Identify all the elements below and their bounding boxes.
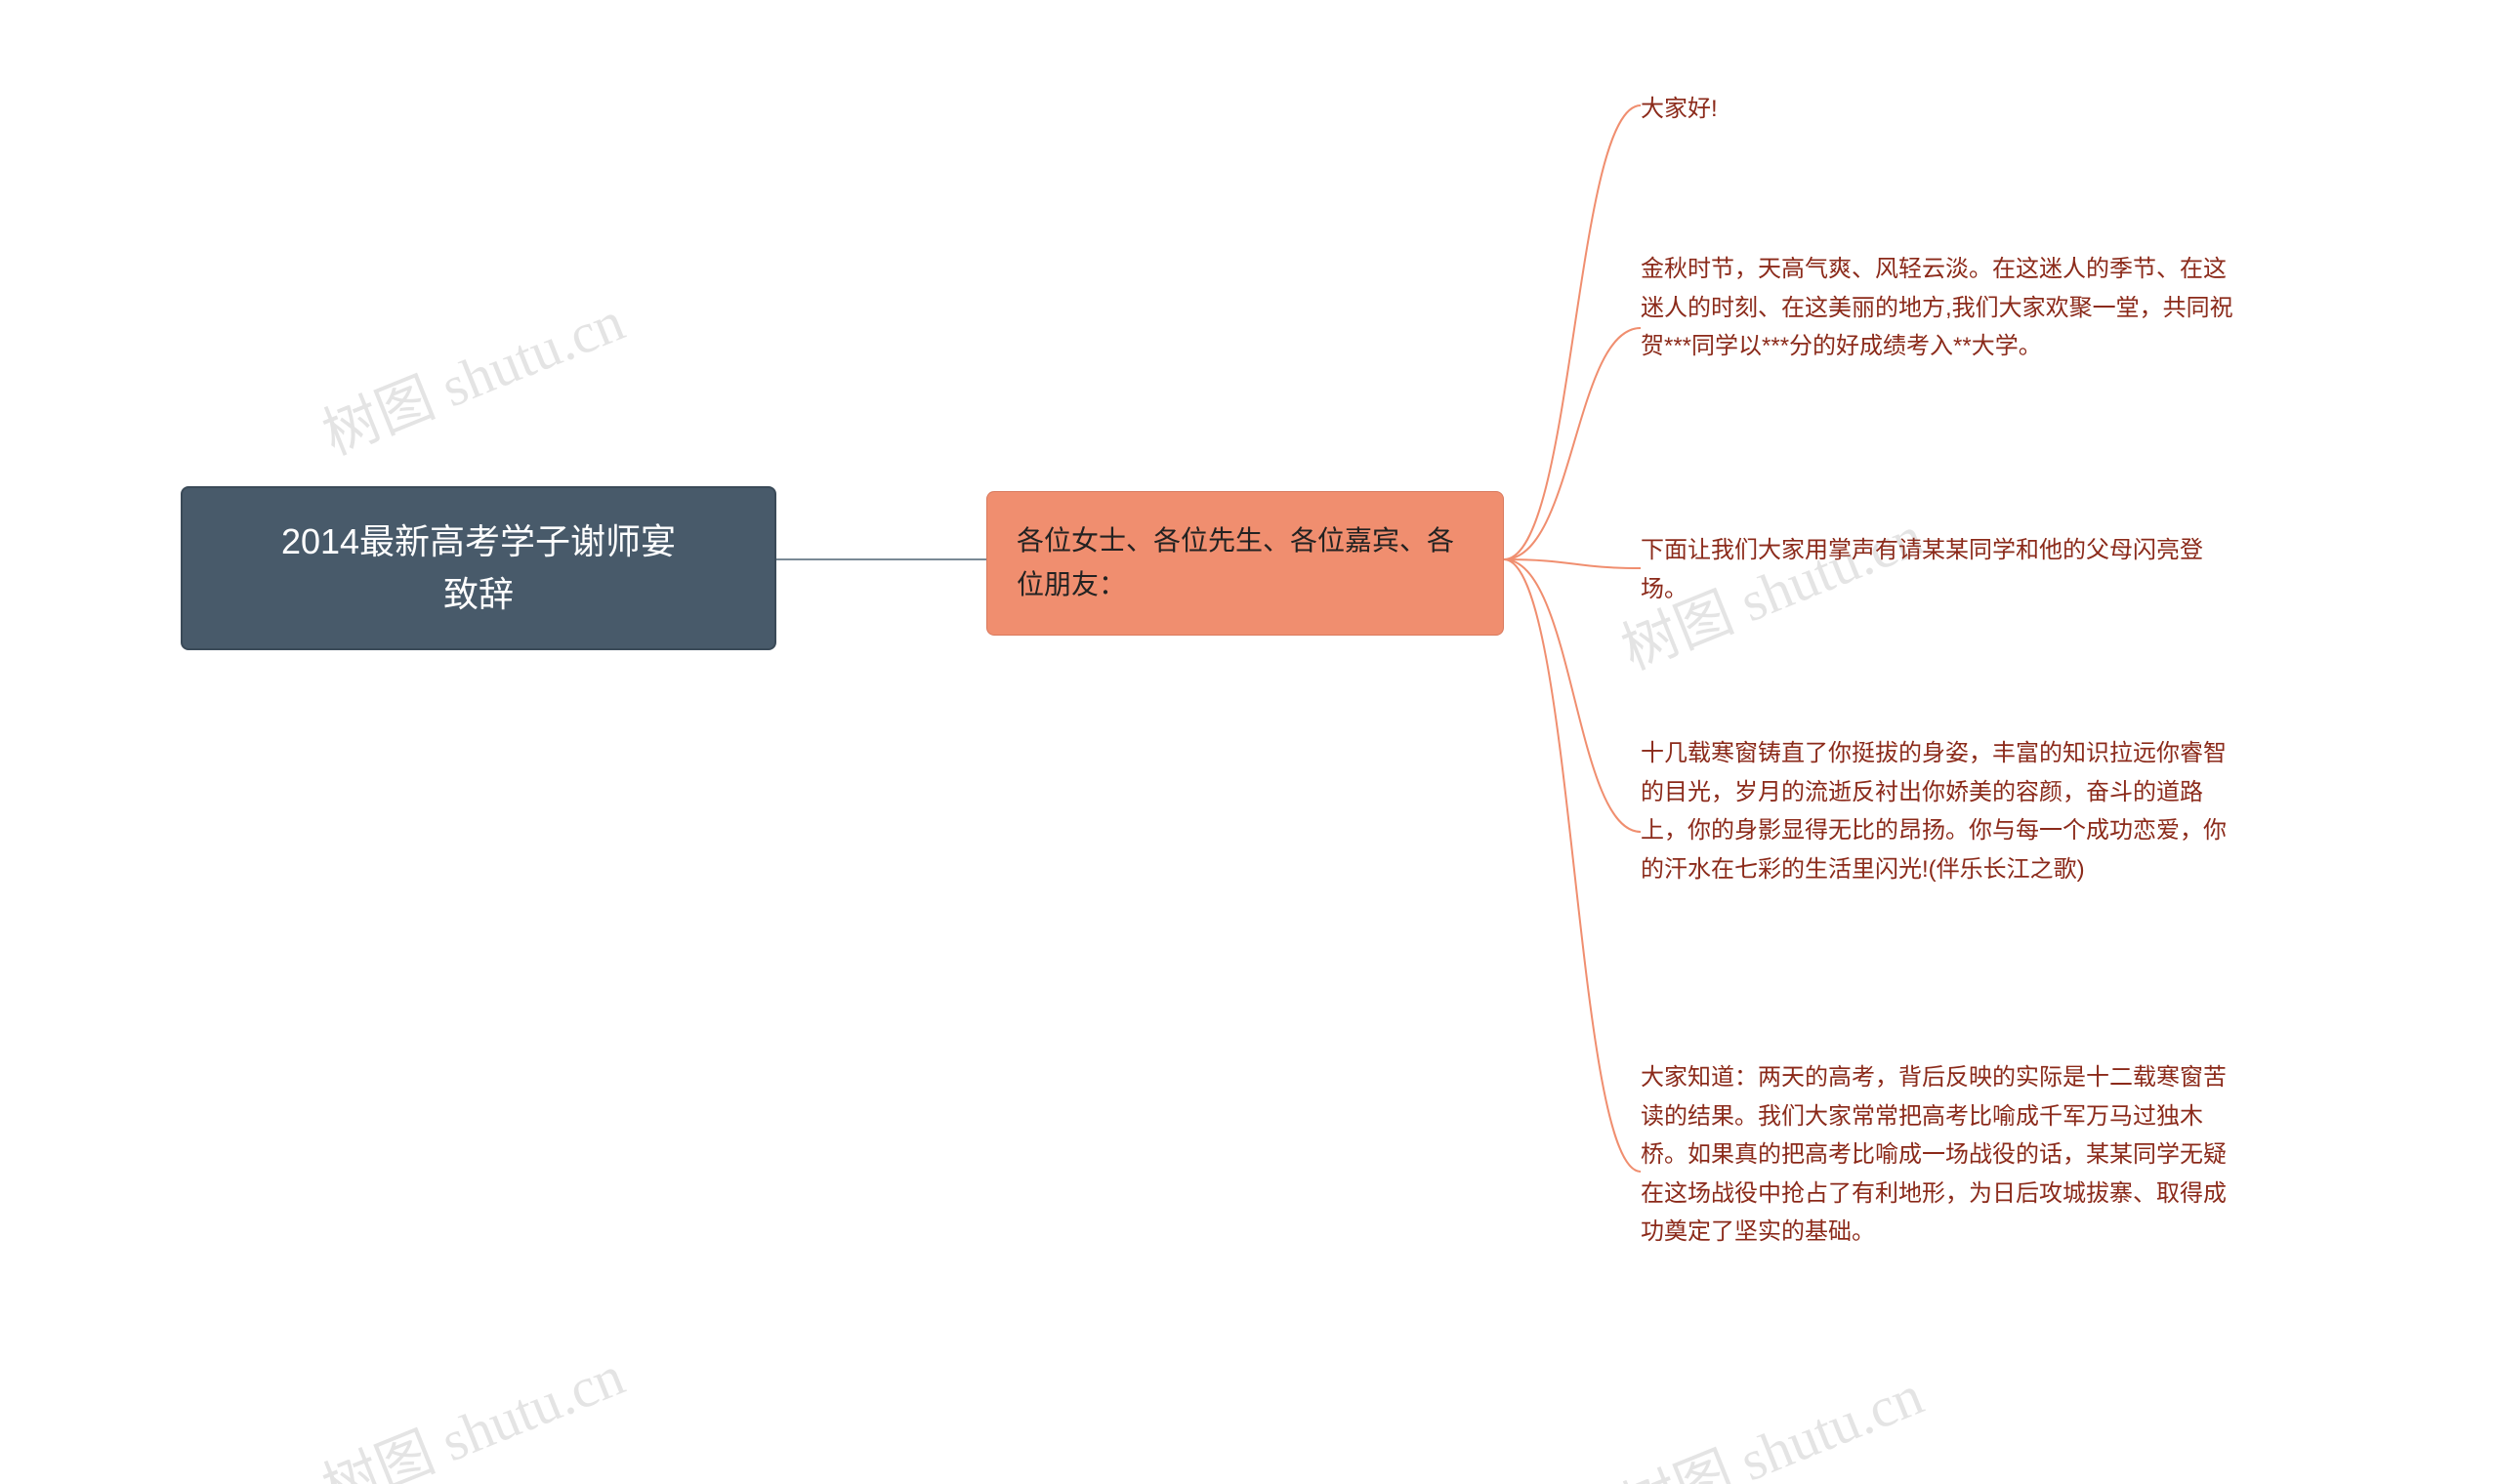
leaf-node-4[interactable]: 大家知道：两天的高考，背后反映的实际是十二载寒窗苦读的结果。我们大家常常把高考比… <box>1641 1054 2246 1256</box>
leaf-node-3[interactable]: 十几载寒窗铸直了你挺拔的身姿，丰富的知识拉远你睿智的目光，岁月的流逝反衬出你娇美… <box>1641 730 2246 892</box>
leaf-node-0[interactable]: 大家好! <box>1641 86 2246 133</box>
leaf-label: 金秋时节，天高气爽、风轻云淡。在这迷人的季节、在这迷人的时刻、在这美丽的地方,我… <box>1641 256 2233 359</box>
root-node-label: 2014最新高考学子谢师宴致辞 <box>281 521 676 614</box>
leaf-label: 下面让我们大家用掌声有请某某同学和他的父母闪亮登场。 <box>1641 537 2203 602</box>
watermark: 树图 shutu.cn <box>1607 1349 1933 1484</box>
mid-node-label: 各位女士、各位先生、各位嘉宾、各位朋友： <box>1017 525 1454 599</box>
leaf-label: 十几载寒窗铸直了你挺拔的身姿，丰富的知识拉远你睿智的目光，岁月的流逝反衬出你娇美… <box>1641 740 2227 883</box>
watermark: 树图 shutu.cn <box>309 275 634 471</box>
leaf-node-2[interactable]: 下面让我们大家用掌声有请某某同学和他的父母闪亮登场。 <box>1641 527 2246 612</box>
leaf-label: 大家好! <box>1641 96 1718 122</box>
leaf-node-1[interactable]: 金秋时节，天高气爽、风轻云淡。在这迷人的季节、在这迷人的时刻、在这美丽的地方,我… <box>1641 246 2246 370</box>
mid-node[interactable]: 各位女士、各位先生、各位嘉宾、各位朋友： <box>986 491 1504 636</box>
root-node[interactable]: 2014最新高考学子谢师宴致辞 <box>181 486 776 650</box>
leaf-label: 大家知道：两天的高考，背后反映的实际是十二载寒窗苦读的结果。我们大家常常把高考比… <box>1641 1064 2227 1245</box>
watermark: 树图 shutu.cn <box>309 1330 634 1484</box>
